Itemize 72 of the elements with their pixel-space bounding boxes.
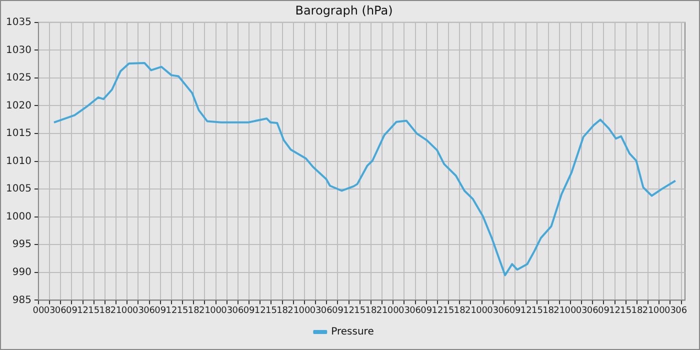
- x-tick-label: 03: [398, 306, 410, 316]
- x-tick-label: 03: [487, 306, 499, 316]
- x-tick-label: 12: [254, 306, 266, 316]
- x-tick-label: 18: [276, 306, 288, 316]
- x-tick-label: 00: [210, 306, 222, 316]
- y-tick-label: 1025: [6, 72, 32, 84]
- x-tick-label: 18: [365, 306, 377, 316]
- x-tick-label: 06: [54, 306, 67, 316]
- x-tick-label: 00: [121, 306, 134, 316]
- x-tick-label: 18: [99, 306, 111, 316]
- y-tick-label: 1035: [6, 16, 32, 28]
- x-tick-label: 06: [144, 306, 156, 316]
- x-tick-label: 09: [598, 306, 610, 316]
- x-tick-label: 21: [198, 306, 210, 316]
- x-tick-label: 09: [420, 306, 432, 316]
- x-tick-label: 00: [298, 306, 310, 316]
- x-tick-label: 06: [232, 306, 244, 316]
- x-tick-label: 12: [343, 306, 355, 316]
- x-tick-label: 03: [132, 306, 144, 316]
- x-tick-label: 12: [520, 306, 532, 316]
- y-tick-label: 1020: [6, 100, 32, 112]
- x-tick-label: 21: [110, 306, 122, 316]
- legend-label: Pressure: [331, 326, 374, 338]
- y-tick-label: 1005: [6, 184, 32, 195]
- x-tick-label: 00: [387, 306, 400, 316]
- x-tick-label: 09: [509, 306, 522, 316]
- x-tick-label: 15: [531, 306, 543, 316]
- x-tick-label: 18: [542, 306, 554, 316]
- x-tick-label: 06: [586, 306, 599, 316]
- x-tick-label: 09: [243, 306, 256, 316]
- x-tick-label: 12: [609, 306, 621, 316]
- x-tick-label: 12: [77, 306, 89, 316]
- x-tick-label: 00: [653, 306, 666, 316]
- x-tick-label: 15: [265, 306, 277, 316]
- y-tick-label: 1000: [6, 211, 32, 222]
- x-tick-label: 15: [620, 306, 632, 316]
- x-tick-label: 12: [432, 306, 444, 316]
- x-tick-label: 21: [642, 306, 654, 316]
- x-tick-label: 03: [221, 306, 233, 316]
- y-tick-label: 1010: [6, 156, 32, 167]
- x-tick-label: 21: [376, 306, 388, 316]
- x-tick-label: 15: [354, 306, 366, 316]
- x-tick-label: 18: [631, 306, 643, 316]
- x-tick-label: 21: [464, 306, 476, 316]
- x-tick-label: 06: [498, 306, 510, 316]
- x-tick-label: 03: [44, 306, 56, 316]
- x-tick-label: 15: [176, 306, 188, 316]
- x-tick-label: 18: [188, 306, 200, 316]
- x-tick-label: 03: [576, 306, 588, 316]
- x-tick-label: 00: [32, 306, 44, 316]
- x-tick-label: 00: [476, 306, 488, 316]
- x-tick-label: 15: [442, 306, 454, 316]
- x-tick-label: 09: [154, 306, 166, 316]
- y-tick-label: 1015: [6, 128, 32, 140]
- x-tick-label: 09: [66, 306, 78, 316]
- x-tick-label: 09: [332, 306, 344, 316]
- x-tick-label: 21: [288, 306, 300, 316]
- y-tick-label: 985: [12, 294, 32, 306]
- x-tick-label: 03: [310, 306, 322, 316]
- x-tick-label: 15: [88, 306, 100, 316]
- y-tick-label: 995: [12, 239, 32, 250]
- x-tick-label: 06: [676, 306, 688, 316]
- x-tick-label: 18: [454, 306, 466, 316]
- y-tick-label: 990: [12, 267, 32, 278]
- x-tick-label: 12: [166, 306, 178, 316]
- x-tick-label: 06: [410, 306, 422, 316]
- x-tick-label: 21: [554, 306, 566, 316]
- x-tick-label: 00: [564, 306, 576, 316]
- x-tick-label: 06: [320, 306, 333, 316]
- chart-title: Barograph (hPa): [295, 3, 393, 18]
- x-tick-label: 03: [664, 306, 676, 316]
- y-tick-label: 1030: [6, 44, 32, 56]
